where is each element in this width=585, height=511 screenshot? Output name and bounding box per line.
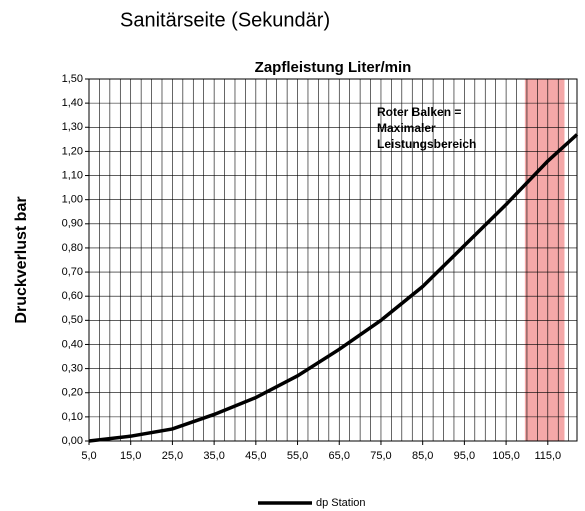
x-tick-label: 25,0 bbox=[162, 450, 183, 462]
x-tick-label: 55,0 bbox=[287, 450, 308, 462]
x-tick-label: 95,0 bbox=[454, 450, 475, 462]
y-tick-label: 1,00 bbox=[62, 194, 83, 206]
x-tick-label: 65,0 bbox=[329, 450, 350, 462]
y-tick-label: 0,30 bbox=[62, 363, 83, 375]
x-tick-label: 75,0 bbox=[370, 450, 391, 462]
annotation: Leistungsbereich bbox=[377, 137, 476, 151]
annotation: Maximaler bbox=[377, 121, 436, 135]
plot-frame bbox=[88, 78, 578, 442]
y-tick-label: 1,10 bbox=[62, 169, 83, 181]
x-tick-label: 85,0 bbox=[412, 450, 433, 462]
y-tick-label: 0,60 bbox=[62, 290, 83, 302]
y-tick-label: 0,90 bbox=[62, 218, 83, 230]
y-tick-label: 0,50 bbox=[62, 314, 83, 326]
x-tick-label: 115,0 bbox=[534, 450, 561, 462]
y-tick-label: 1,30 bbox=[62, 121, 83, 133]
y-tick-label: 0,70 bbox=[62, 266, 83, 278]
chart-title: Zapfleistung Liter/min bbox=[255, 59, 412, 76]
x-tick-label: 5,0 bbox=[81, 450, 96, 462]
x-tick-label: 105,0 bbox=[492, 450, 520, 462]
legend-label: dp Station bbox=[316, 497, 366, 509]
line bbox=[88, 133, 579, 443]
x-tick-label: 45,0 bbox=[245, 450, 266, 462]
annotation: Roter Balken = bbox=[377, 105, 461, 119]
y-tick-label: 0,00 bbox=[62, 435, 83, 447]
header: Sanitärseite (Sekundär) bbox=[120, 9, 330, 31]
y-tick-label: 0,40 bbox=[62, 338, 83, 350]
y-axis-label: Druckverlust bar bbox=[13, 196, 30, 323]
y-tick-label: 0,80 bbox=[62, 242, 83, 254]
y-tick-label: 0,20 bbox=[62, 387, 83, 399]
y-tick-label: 1,40 bbox=[62, 97, 83, 109]
y-tick-label: 1,20 bbox=[62, 145, 83, 157]
highlight-band bbox=[524, 79, 565, 441]
y-tick-label: 1,50 bbox=[62, 73, 83, 85]
x-tick-label: 15,0 bbox=[120, 450, 141, 462]
x-tick-label: 35,0 bbox=[203, 450, 224, 462]
y-tick-label: 0,10 bbox=[62, 411, 83, 423]
